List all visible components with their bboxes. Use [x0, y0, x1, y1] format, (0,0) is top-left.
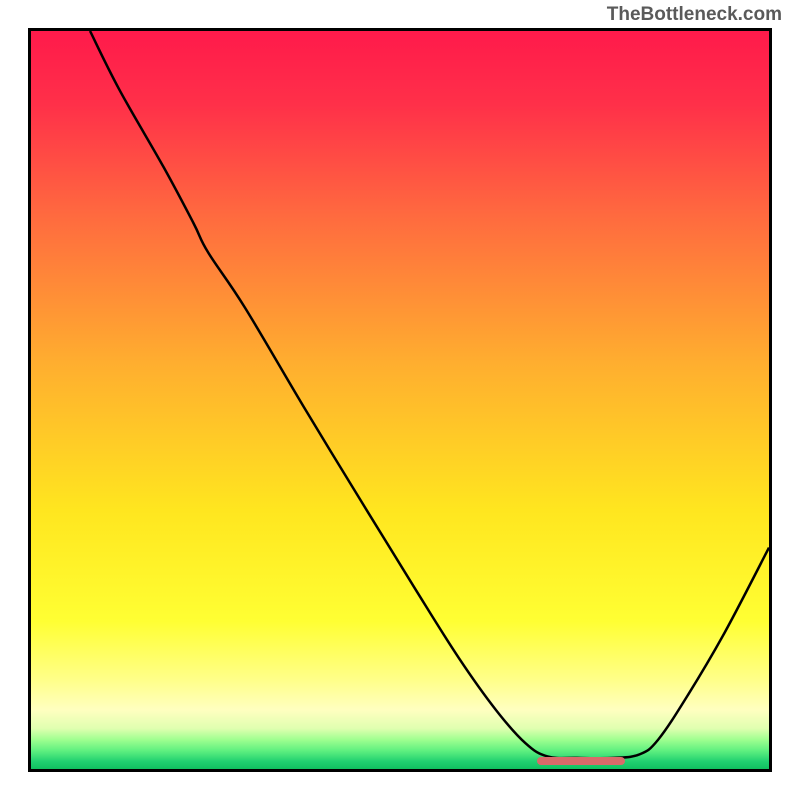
chart-frame	[28, 28, 772, 772]
optimal-range-marker	[537, 757, 626, 765]
watermark-text: TheBottleneck.com	[607, 4, 782, 26]
bottleneck-curve	[31, 31, 769, 769]
